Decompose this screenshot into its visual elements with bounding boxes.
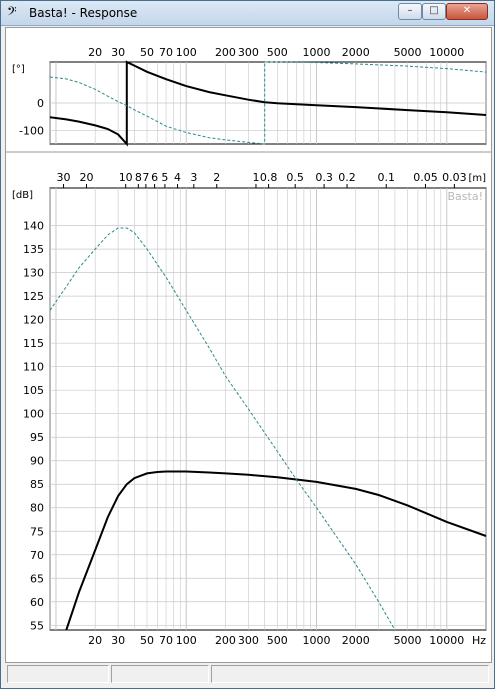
y-tick-label: 110 bbox=[23, 361, 44, 374]
top-axis-label: 1 bbox=[252, 171, 259, 184]
y-tick-label: 0 bbox=[37, 97, 44, 110]
x-tick-label: 50 bbox=[140, 46, 154, 59]
top-axis-label: 10 bbox=[119, 171, 133, 184]
x-tick-label: 200 bbox=[215, 46, 236, 59]
status-pane-2 bbox=[111, 665, 209, 683]
plot-frame bbox=[49, 187, 487, 631]
x-tick-label: 5000 bbox=[394, 46, 422, 59]
x-tick-label: 1000 bbox=[303, 634, 331, 647]
top-axis-label: 3 bbox=[190, 171, 197, 184]
title-bar[interactable]: 𝄢 Basta! - Response – □ ✕ bbox=[1, 1, 494, 26]
y-tick-label: 140 bbox=[23, 220, 44, 233]
top-axis-label: 0.3 bbox=[315, 171, 333, 184]
chart-area: 20 30 50 70 100 200 300 500 1000 2000 5000 10000 0 -1… bbox=[5, 27, 492, 663]
maximize-button[interactable]: □ bbox=[422, 3, 446, 20]
series-line-solid bbox=[49, 60, 487, 147]
series-line-dashed bbox=[49, 61, 487, 145]
x-tick-label: 20 bbox=[88, 46, 102, 59]
y-tick-label: 130 bbox=[23, 267, 44, 280]
y-tick-label: 125 bbox=[23, 290, 44, 303]
y-tick-label: 65 bbox=[30, 572, 44, 585]
x-tick-label: 2000 bbox=[342, 46, 370, 59]
x-tick-label: 1000 bbox=[303, 46, 331, 59]
y-axis-label: [dB] bbox=[12, 190, 33, 201]
x-tick-label: 200 bbox=[215, 634, 236, 647]
top-axis-label: 0.03 bbox=[442, 171, 467, 184]
y-tick-label: 80 bbox=[30, 502, 44, 515]
top-axis-label: 4 bbox=[174, 171, 181, 184]
x-tick-label: 70 bbox=[159, 46, 173, 59]
x-tick-label: 300 bbox=[238, 634, 259, 647]
x-tick-label: 100 bbox=[176, 46, 197, 59]
y-tick-label: 85 bbox=[30, 478, 44, 491]
y-tick-label: 75 bbox=[30, 525, 44, 538]
y-tick-label: 120 bbox=[23, 314, 44, 327]
x-tick-label: 50 bbox=[140, 634, 154, 647]
top-axis-label: 0.1 bbox=[377, 171, 395, 184]
top-axis-label: 2 bbox=[213, 171, 220, 184]
response-charts: 20 30 50 70 100 200 300 500 1000 2000 5000 100000-1… bbox=[6, 46, 491, 647]
top-axis-label: 0.5 bbox=[286, 171, 304, 184]
top-axis-unit: [m] bbox=[468, 173, 486, 184]
x-tick-label: 2000 bbox=[342, 634, 370, 647]
top-axis-label: 20 bbox=[79, 171, 93, 184]
x-tick-label: 30 bbox=[111, 634, 125, 647]
x-tick-label: 70 bbox=[159, 634, 173, 647]
top-axis-label: 8 bbox=[135, 171, 142, 184]
status-pane-1 bbox=[7, 665, 109, 683]
x-tick-label: 5000 bbox=[394, 634, 422, 647]
x-tick-label: 500 bbox=[267, 634, 288, 647]
y-tick-label: 90 bbox=[30, 455, 44, 468]
minimize-button[interactable]: – bbox=[398, 3, 422, 20]
close-button[interactable]: ✕ bbox=[446, 3, 488, 20]
x-tick-label: 20 bbox=[88, 634, 102, 647]
top-axis-label: 30 bbox=[57, 171, 71, 184]
y-tick-label: 95 bbox=[30, 431, 44, 444]
x-tick-label: 300 bbox=[238, 46, 259, 59]
x-tick-label: 100 bbox=[176, 634, 197, 647]
top-axis-label: 0.8 bbox=[260, 171, 278, 184]
x-tick-label: 30 bbox=[111, 46, 125, 59]
x-axis-unit: Hz bbox=[472, 634, 486, 647]
y-tick-label: 115 bbox=[23, 337, 44, 350]
watermark: Basta! bbox=[448, 190, 483, 203]
y-tick-label: 105 bbox=[23, 384, 44, 397]
y-tick-label: 55 bbox=[30, 619, 44, 632]
window-title: Basta! - Response bbox=[29, 6, 138, 20]
y-tick-label: 60 bbox=[30, 596, 44, 609]
top-axis-label: 0.2 bbox=[338, 171, 356, 184]
x-tick-label: 500 bbox=[267, 46, 288, 59]
y-tick-label: 135 bbox=[23, 243, 44, 256]
y-tick-label: -100 bbox=[19, 124, 44, 137]
top-axis-label: 5 bbox=[161, 171, 168, 184]
y-tick-label: 100 bbox=[23, 408, 44, 421]
top-axis-label: 7 bbox=[142, 171, 149, 184]
top-axis-label: 0.05 bbox=[413, 171, 438, 184]
bass-clef-icon: 𝄢 bbox=[7, 4, 17, 22]
x-tick-label: 10000 bbox=[429, 46, 464, 59]
top-axis-label: 6 bbox=[151, 171, 158, 184]
status-bar bbox=[5, 663, 490, 685]
status-pane-3 bbox=[211, 665, 489, 683]
y-axis-label: [°] bbox=[12, 64, 25, 75]
series-line-solid bbox=[65, 470, 487, 631]
y-tick-label: 70 bbox=[30, 549, 44, 562]
x-tick-label: 10000 bbox=[429, 634, 464, 647]
